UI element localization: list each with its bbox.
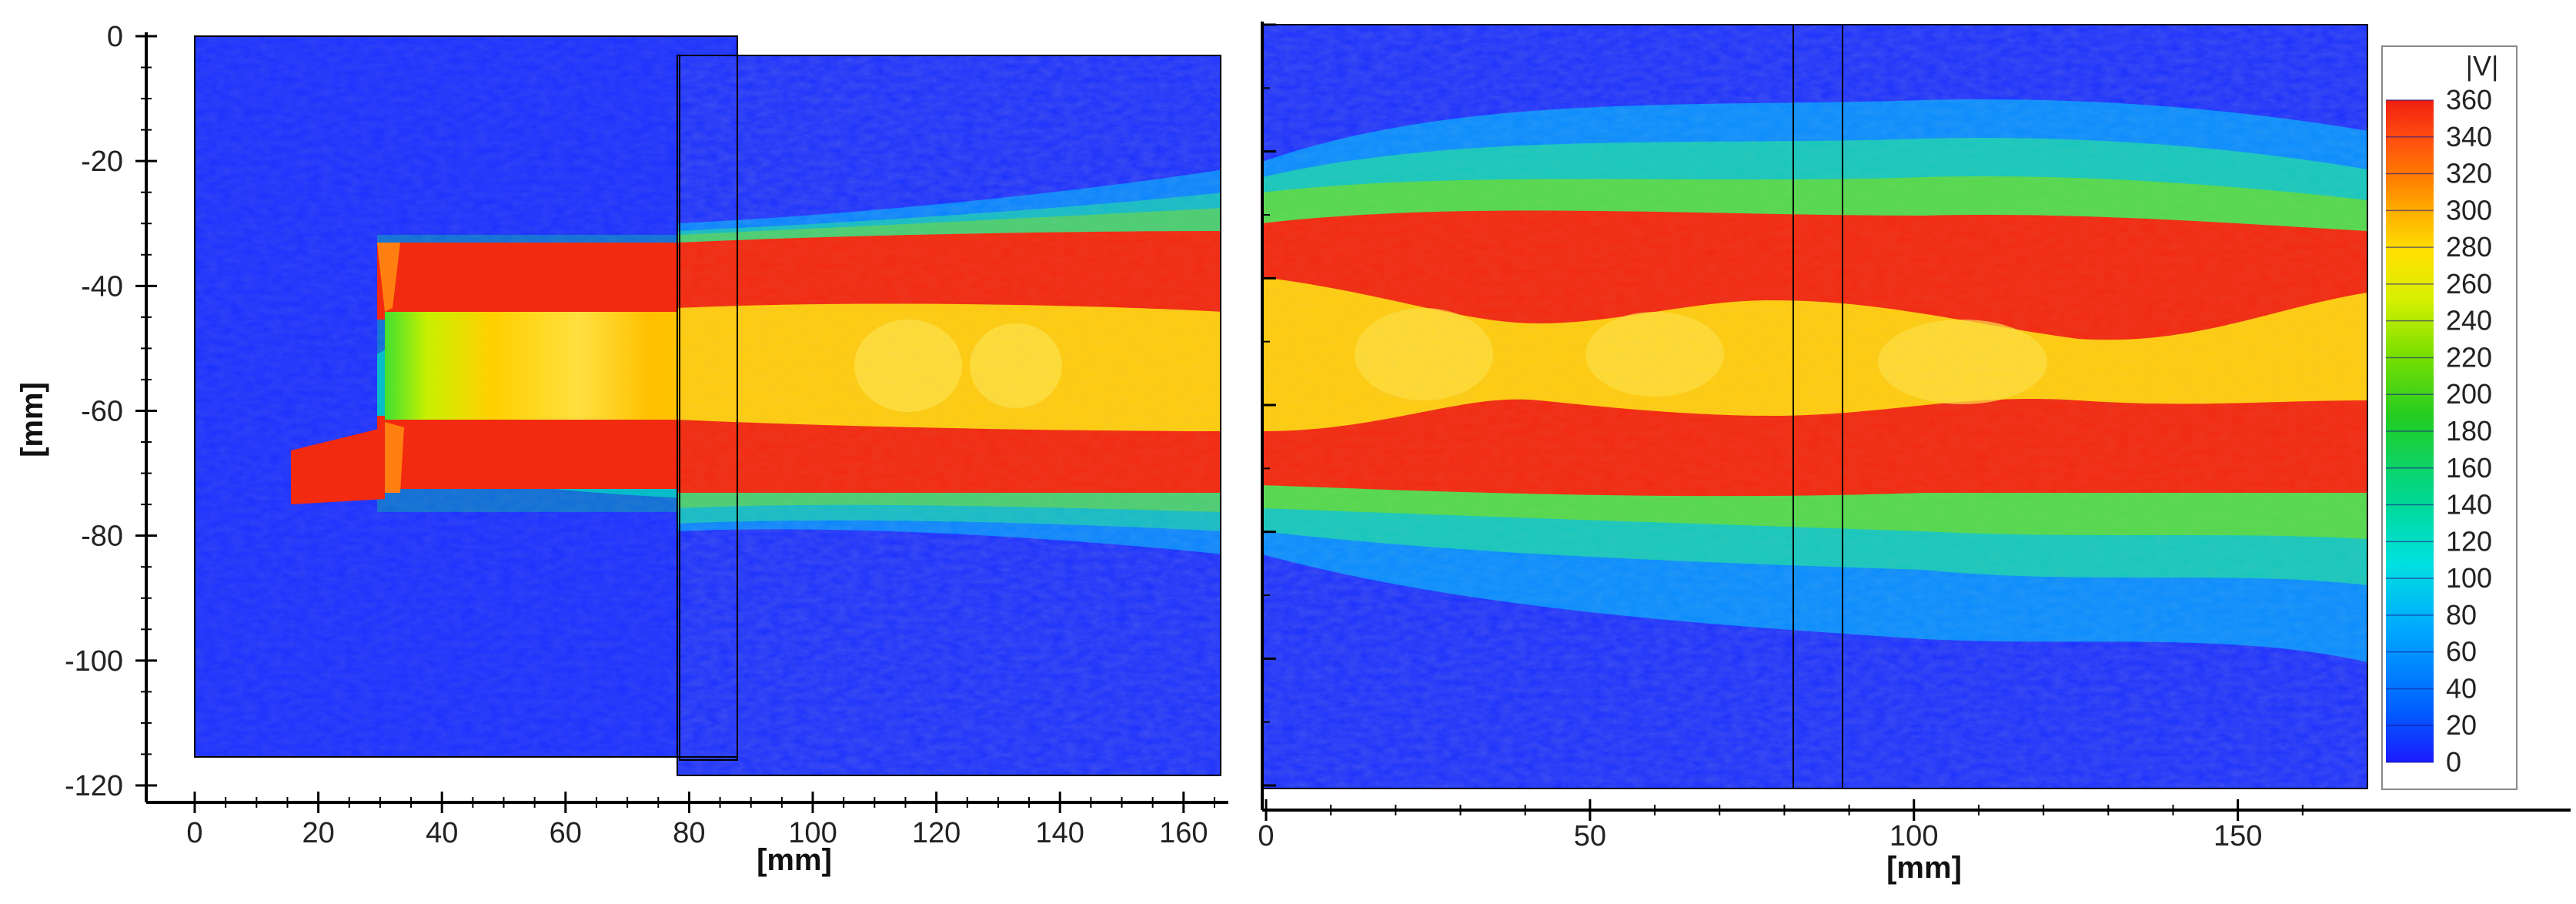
left-y-tick-label: 0	[107, 21, 123, 53]
left-overlap-window	[679, 55, 738, 761]
colorbar-tick-label: 0	[2446, 746, 2461, 778]
right-overlap-window	[1793, 24, 1843, 789]
colorbar-title: |V|	[2466, 50, 2499, 82]
colorbar-tick-label: 220	[2446, 341, 2492, 373]
left-x-ticks: 0 20 40 60 80 100 120 140 160	[186, 792, 1215, 849]
left-y-tick-label: -60	[81, 396, 123, 428]
colorbar: |V| 360340320300280260240220200180160140…	[2381, 45, 2518, 790]
right-x-tick-label: 100	[1889, 820, 1938, 852]
left-x-axis-title: [mm]	[757, 843, 832, 877]
left-y-tick-label: -40	[81, 270, 123, 303]
colorbar-tick-label: 60	[2446, 636, 2477, 668]
left-y-ticks: 0 -20 -40 -60 -80 -100 -120	[65, 21, 157, 802]
colorbar-tick-label: 240	[2446, 305, 2492, 336]
right-plot-panel: 0 50 100 150 [mm]	[1258, 22, 2571, 885]
colorbar-tick-label: 160	[2446, 452, 2492, 484]
colorbar-tick-label: 20	[2446, 709, 2477, 741]
right-x-tick-label: 150	[2213, 820, 2262, 852]
colorbar-tick-label: 100	[2446, 562, 2492, 594]
left-x-tick-label: 60	[550, 817, 582, 849]
colorbar-tick-label: 340	[2446, 121, 2492, 152]
left-x-tick-label: 100	[788, 817, 837, 849]
colorbar-tick-label: 300	[2446, 194, 2492, 226]
left-y-tick-label: -80	[81, 521, 123, 553]
right-x-axis-title: [mm]	[1886, 851, 1962, 885]
left-x-tick-label: 40	[426, 817, 458, 849]
colorbar-tick-label: 260	[2446, 268, 2492, 300]
left-x-tick-label: 0	[186, 817, 202, 849]
colorbar-tick-label: 320	[2446, 158, 2492, 189]
left-frame-b	[677, 55, 1221, 776]
colorbar-tick-label: 80	[2446, 599, 2477, 631]
colorbar-ticks: 3603403203002802602402202001801601401201…	[2386, 84, 2492, 778]
left-x-tick-label: 120	[912, 817, 961, 849]
left-x-tick-label: 80	[673, 817, 705, 849]
colorbar-tick-label: 120	[2446, 525, 2492, 557]
left-plot-panel: 0 -20 -40 -60 -80 -100 -120 0 20 40 60 80 100 120 140…	[15, 21, 1228, 877]
nozzle-lower-lip	[291, 427, 385, 504]
right-x-ticks: 0 50 100 150	[1258, 799, 2304, 852]
left-y-tick-label: -100	[65, 645, 123, 678]
right-y-ticks	[1262, 23, 1276, 787]
left-y-tick-label: -120	[65, 770, 123, 802]
right-x-tick-label: 50	[1574, 820, 1606, 852]
colorbar-tick-label: 200	[2446, 378, 2492, 410]
colorbar-tick-label: 360	[2446, 84, 2492, 116]
colorbar-tick-label: 280	[2446, 231, 2492, 263]
right-x-tick-label: 0	[1258, 820, 1274, 852]
colorbar-tick-label: 180	[2446, 415, 2492, 447]
left-x-tick-label: 20	[302, 817, 334, 849]
left-x-tick-label: 140	[1036, 817, 1084, 849]
left-y-tick-label: -20	[81, 146, 123, 178]
colorbar-tick-label: 140	[2446, 489, 2492, 521]
colorbar-tick-label: 40	[2446, 672, 2477, 704]
left-x-tick-label: 160	[1159, 817, 1208, 849]
left-y-axis-title: [mm]	[15, 382, 49, 457]
